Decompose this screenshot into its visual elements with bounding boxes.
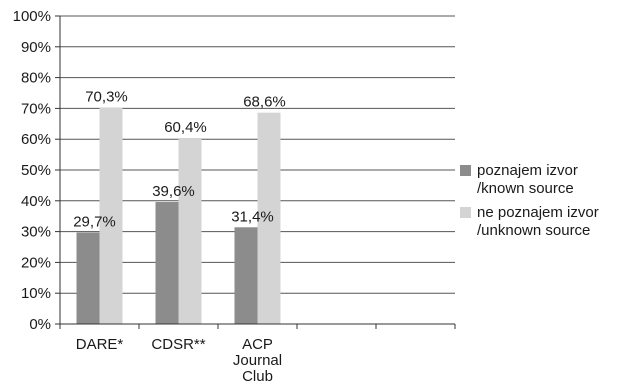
legend: poznajem izvor/known source ne poznajem i…	[460, 162, 599, 239]
y-tick-label: 20%	[21, 254, 51, 271]
y-tick-label: 60%	[21, 131, 51, 148]
bar	[257, 112, 281, 324]
y-tick-label: 80%	[21, 70, 51, 87]
legend-swatch	[460, 165, 471, 176]
data-labels: 29,7% 70,3% 39,6% 60,4% 31,4% 68,6%	[73, 88, 286, 230]
y-tick-label: 70%	[21, 100, 51, 117]
x-category-label: CDSR**	[151, 336, 205, 353]
y-tick-label: 40%	[21, 193, 51, 210]
y-tick-label: 30%	[21, 224, 51, 241]
x-category-label: Journal	[233, 352, 282, 369]
bars	[76, 107, 281, 324]
legend-label: poznajem izvor	[477, 162, 578, 179]
data-label: 29,7%	[73, 214, 116, 231]
legend-label: /known source	[477, 180, 574, 197]
bar	[76, 232, 100, 324]
y-axis-tick-labels: 0% 10% 20% 30% 40% 50% 60% 70% 80% 90% 100%	[13, 8, 51, 333]
data-label: 60,4%	[164, 119, 207, 136]
bar	[99, 107, 123, 324]
x-category-label: DARE*	[76, 336, 124, 353]
y-tick-label: 50%	[21, 162, 51, 179]
data-label: 68,6%	[243, 94, 286, 111]
bar	[178, 137, 202, 324]
legend-label: ne poznajem izvor	[477, 204, 599, 221]
axes	[55, 15, 456, 329]
data-label: 70,3%	[85, 88, 128, 105]
legend-label: /unknown source	[477, 222, 590, 239]
y-tick-label: 90%	[21, 39, 51, 56]
y-tick-label: 0%	[29, 316, 51, 333]
y-tick-label: 100%	[13, 8, 51, 25]
bar	[234, 227, 258, 324]
data-label: 31,4%	[231, 208, 274, 225]
y-tick-label: 10%	[21, 285, 51, 302]
x-category-label: Club	[242, 368, 273, 385]
bar	[155, 202, 179, 324]
x-category-label: ACP	[242, 336, 273, 353]
legend-swatch	[460, 207, 471, 218]
data-label: 39,6%	[152, 183, 195, 200]
